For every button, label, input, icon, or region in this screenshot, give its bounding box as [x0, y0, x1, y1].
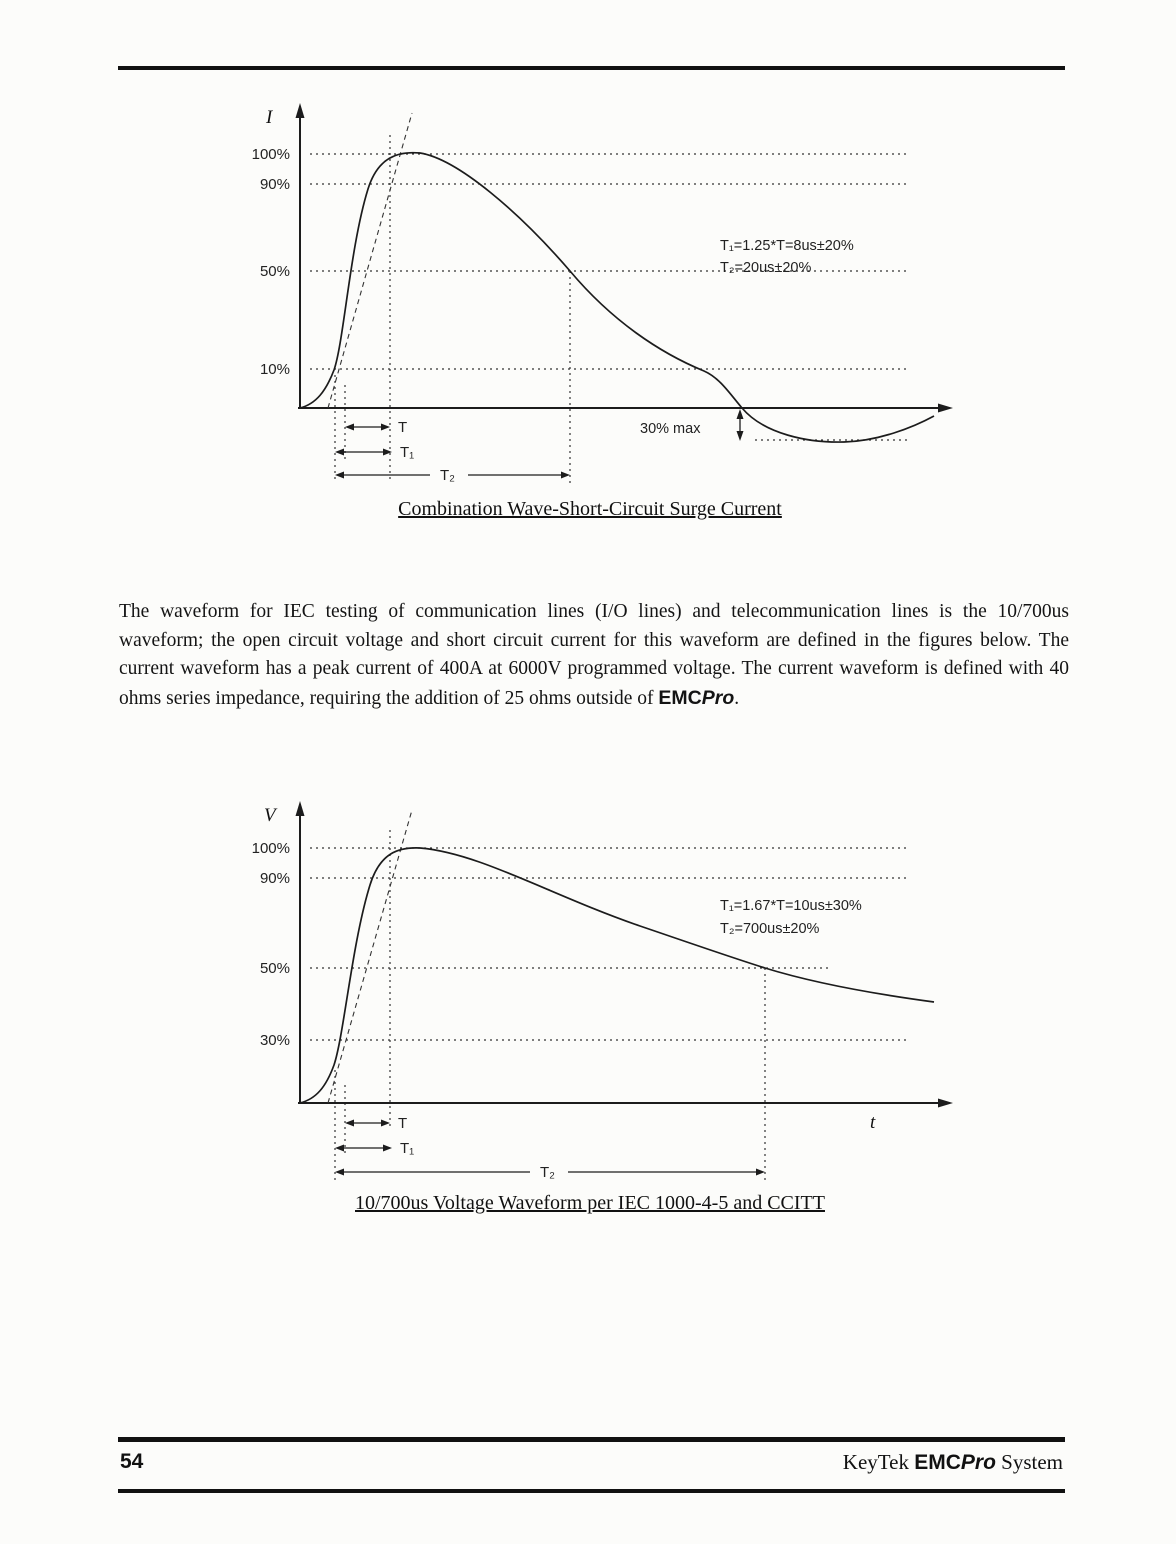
- y-axis-arrow: [295, 103, 305, 118]
- t1-marker-label: T₁: [400, 1140, 414, 1157]
- surge-current-waveform: [299, 151, 935, 443]
- tick-label-50: 50%: [260, 263, 290, 280]
- voltage-waveform-chart: V t 100% 90% 50% 30% T₁=1.67*T=10us±30% …: [252, 801, 953, 1181]
- x-axis-arrow: [938, 403, 953, 413]
- t-marker-label: T: [398, 1115, 407, 1132]
- t1-marker-label: T₁: [400, 444, 414, 461]
- t2-marker: T₂: [335, 1164, 765, 1181]
- footer-brand-pro: Pro: [960, 1451, 996, 1474]
- t2-marker-label: T₂: [440, 467, 455, 484]
- front-tangent-line: [327, 809, 413, 1104]
- undershoot-label: 30% max: [640, 421, 701, 437]
- tick-label-30: 30%: [260, 1032, 290, 1049]
- footer-rule-lower: [118, 1489, 1065, 1493]
- y-axis-label: I: [265, 107, 274, 128]
- paragraph-period: .: [734, 687, 740, 709]
- axes: [295, 103, 953, 413]
- tick-label-90: 90%: [260, 870, 290, 887]
- page-number: 54: [120, 1450, 144, 1473]
- y-axis-label: V: [264, 805, 278, 826]
- footer-brand-emc: EMC: [914, 1451, 961, 1474]
- voltage-waveform-caption: 10/700us Voltage Waveform per IEC 1000-4…: [355, 1192, 825, 1214]
- body-paragraph: The waveform for IEC testing of communic…: [119, 598, 1069, 713]
- tick-label-100: 100%: [252, 840, 290, 857]
- annotation-t1-spec: T₁=1.67*T=10us±30%: [720, 898, 862, 914]
- tick-label-90: 90%: [260, 176, 290, 193]
- footer-brand-keytek: KeyTek: [842, 1450, 915, 1474]
- x-axis-arrow: [938, 1098, 953, 1108]
- annotation-t2-spec: T₂=20us±20%: [720, 260, 811, 276]
- t1-marker: T₁: [335, 1140, 414, 1157]
- t-marker: T: [345, 419, 407, 436]
- tick-label-100: 100%: [252, 146, 290, 163]
- voltage-waveform: [299, 847, 935, 1104]
- undershoot-arrow: [736, 409, 744, 441]
- front-tangent-line: [327, 112, 413, 409]
- t1-marker: T₁: [335, 444, 414, 461]
- gridlines: [310, 830, 910, 1180]
- t2-marker: T₂: [335, 467, 570, 484]
- footer-rule-upper: [118, 1437, 1065, 1442]
- paragraph-text: The waveform for IEC testing of communic…: [119, 601, 1069, 709]
- annotation-t2-spec: T₂=700us±20%: [720, 921, 820, 937]
- annotation-t1-spec: T₁=1.25*T=8us±20%: [720, 238, 854, 254]
- t-marker: T: [345, 1115, 407, 1132]
- emcpro-brand-emc: EMC: [658, 686, 702, 709]
- top-rule: [118, 66, 1065, 70]
- surge-current-chart: I 100% 90% 50% 10% T₁=1.25*T=8us±20% T₂=…: [252, 103, 953, 484]
- footer-brand-system: System: [995, 1450, 1063, 1474]
- y-axis-arrow: [295, 801, 305, 816]
- tick-label-50: 50%: [260, 960, 290, 977]
- emcpro-brand-pro: Pro: [701, 686, 735, 709]
- x-axis-label: t: [870, 1112, 876, 1133]
- gridlines: [310, 135, 910, 483]
- t-marker-label: T: [398, 419, 407, 436]
- axes: [295, 801, 953, 1108]
- t2-marker-label: T₂: [540, 1164, 555, 1181]
- footer-brand: KeyTek EMCPro System: [843, 1450, 1063, 1475]
- surge-current-caption: Combination Wave-Short-Circuit Surge Cur…: [398, 498, 782, 520]
- tick-label-10: 10%: [260, 361, 290, 378]
